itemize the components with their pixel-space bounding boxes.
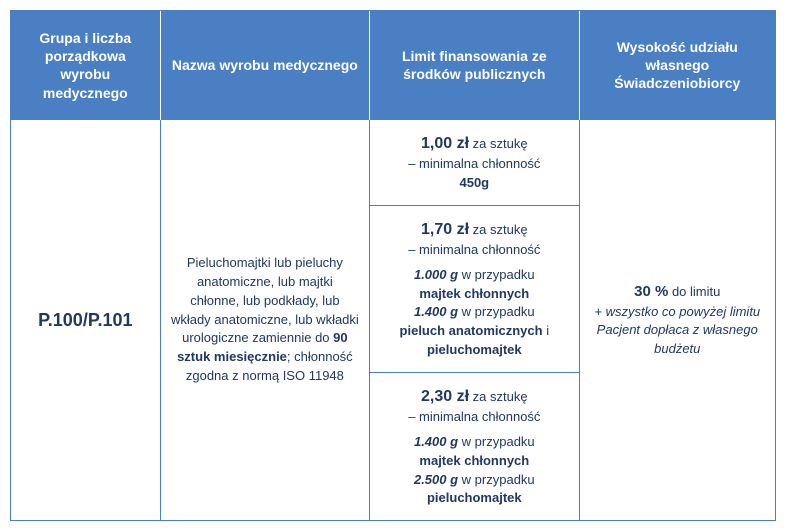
price2-per: za sztukę [469,222,528,237]
own-share-note: + wszystko co powyżej limitu Pacjent dop… [594,304,760,357]
price3-per: za sztukę [469,389,528,404]
financing-table: Grupa i liczba porządkowa wyrobu medyczn… [10,10,776,521]
price3-v1: 1.400 g [414,434,458,449]
price3-v1-item: majtek chłonnych [419,453,529,468]
price1-per: za sztukę [469,136,528,151]
own-share-cell: 30 % do limitu + wszystko co powyżej lim… [580,120,776,521]
header-product-name: Nazwa wyrobu medycznego [161,11,370,120]
price-tier-1: 1,00 zł za sztukę – minimalna chłonność … [370,120,578,206]
header-financing-limit: Limit finansowania ze środków publicznyc… [370,11,579,120]
price-tier-3: 2,30 zł za sztukę – minimalna chłonność … [370,373,578,520]
price3-v1-case: w przypadku [458,434,535,449]
price2-v1-item: majtek chłonnych [419,286,529,301]
table-row: P.100/P.101 Pieluchomajtki lub pieluchy … [11,120,775,521]
product-code-cell: P.100/P.101 [11,120,161,521]
price3-amount: 2,30 zł [421,388,469,405]
price2-v2: 1.400 g [414,304,458,319]
own-share-to-limit: do limitu [668,284,720,299]
price1-min-label: – minimalna chłonność [408,156,540,171]
header-group-number: Grupa i liczba porządkowa wyrobu medyczn… [11,11,161,120]
price3-min-label: – minimalna chłonność [408,409,540,424]
table-header-row: Grupa i liczba porządkowa wyrobu medyczn… [11,11,775,120]
price1-min-value: 450g [459,175,489,190]
price2-v2-item: pieluch anatomicznych [400,323,543,338]
price2-v1-case: w przypadku [458,267,535,282]
price2-amount: 1,70 zł [421,221,469,238]
price2-v1: 1.000 g [414,267,458,282]
price2-min-label: – minimalna chłonność [408,242,540,257]
price3-v2: 2.500 g [414,472,458,487]
price2-v2-case: w przypadku [458,304,535,319]
header-own-share: Wysokość udziału własnego Świadczeniobio… [580,11,775,120]
price-tier-2: 1,70 zł za sztukę – minimalna chłonność … [370,206,578,373]
product-description-cell: Pieluchomajtki lub pieluchy anatomiczne,… [161,120,370,521]
product-desc-pre: Pieluchomajtki lub pieluchy anatomiczne,… [171,255,359,345]
price2-v2-item2: pieluchomajtek [427,342,522,357]
own-share-percent: 30 % [634,283,668,300]
price3-v2-item: pieluchomajtek [427,490,522,505]
financing-limits-stack: 1,00 zł za sztukę – minimalna chłonność … [370,120,579,521]
price2-v2-and: i [543,323,550,338]
price1-amount: 1,00 zł [421,135,469,152]
product-code: P.100/P.101 [38,307,132,333]
price3-v2-case: w przypadku [458,472,535,487]
